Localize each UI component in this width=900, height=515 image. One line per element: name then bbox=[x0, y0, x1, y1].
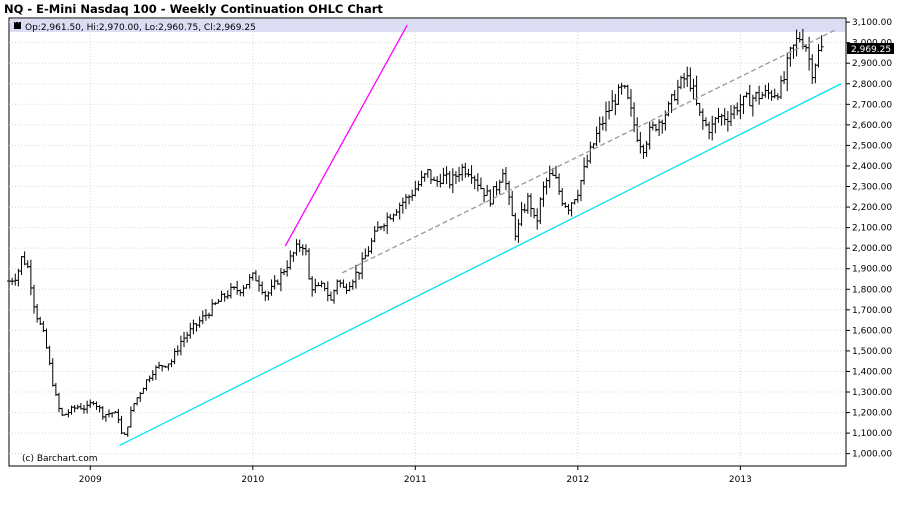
x-tick-label: 2011 bbox=[404, 475, 427, 485]
gray-trend-line bbox=[341, 29, 835, 274]
y-tick-label: 2,700.00 bbox=[852, 100, 892, 110]
y-tick-label: 2,300.00 bbox=[852, 183, 892, 193]
x-tick-label: 2009 bbox=[79, 475, 102, 485]
y-tick-label: 1,500.00 bbox=[852, 347, 892, 357]
plot-area bbox=[8, 17, 847, 467]
grid bbox=[9, 21, 846, 466]
y-tick-label: 1,800.00 bbox=[852, 285, 892, 295]
x-tick-label: 2010 bbox=[241, 475, 264, 485]
x-tick-label: 2013 bbox=[729, 475, 752, 485]
ohlc-readout: Op:2,961.50, Hi:2,970.00, Lo:2,960.75, C… bbox=[25, 23, 256, 33]
y-tick-label: 2,500.00 bbox=[852, 141, 892, 151]
trend-lines bbox=[119, 24, 842, 447]
y-tick-label: 1,700.00 bbox=[852, 306, 892, 316]
ohlc-bars bbox=[7, 28, 824, 437]
y-tick-label: 2,800.00 bbox=[852, 80, 892, 90]
y-tick-label: 2,900.00 bbox=[852, 59, 892, 69]
chart-title: NQ - E-Mini Nasdaq 100 - Weekly Continua… bbox=[4, 2, 383, 16]
series-square-icon bbox=[14, 22, 21, 29]
cyan-trend-line bbox=[119, 83, 842, 447]
y-tick-label: 2,400.00 bbox=[852, 162, 892, 172]
ohlc-bar bbox=[819, 35, 824, 52]
y-tick-label: 2,000.00 bbox=[852, 244, 892, 254]
y-tick-label: 2,600.00 bbox=[852, 121, 892, 131]
last-price-label: 2,969.25 bbox=[851, 45, 891, 55]
y-tick-label: 3,100.00 bbox=[852, 18, 892, 28]
y-tick-label: 1,200.00 bbox=[852, 409, 892, 419]
y-tick-label: 1,100.00 bbox=[852, 429, 892, 439]
credit-label: (c) Barchart.com bbox=[22, 454, 98, 464]
x-tick-label: 2012 bbox=[566, 475, 589, 485]
y-tick-label: 1,900.00 bbox=[852, 265, 892, 275]
y-tick-label: 1,400.00 bbox=[852, 367, 892, 377]
magenta-trend-line bbox=[284, 24, 408, 247]
y-axis: 1,000.00 1,100.00 1,200.00 1,300.00 1,400.00… bbox=[846, 18, 892, 460]
y-tick-label: 2,100.00 bbox=[852, 224, 892, 234]
y-tick-label: 1,600.00 bbox=[852, 326, 892, 336]
last-price-box bbox=[847, 42, 894, 54]
y-tick-label: 1,000.00 bbox=[852, 450, 892, 460]
x-axis: 2009 2010 2011 2012 2013 bbox=[79, 466, 752, 485]
y-tick-label: 1,300.00 bbox=[852, 388, 892, 398]
y-tick-label: 2,200.00 bbox=[852, 203, 892, 213]
